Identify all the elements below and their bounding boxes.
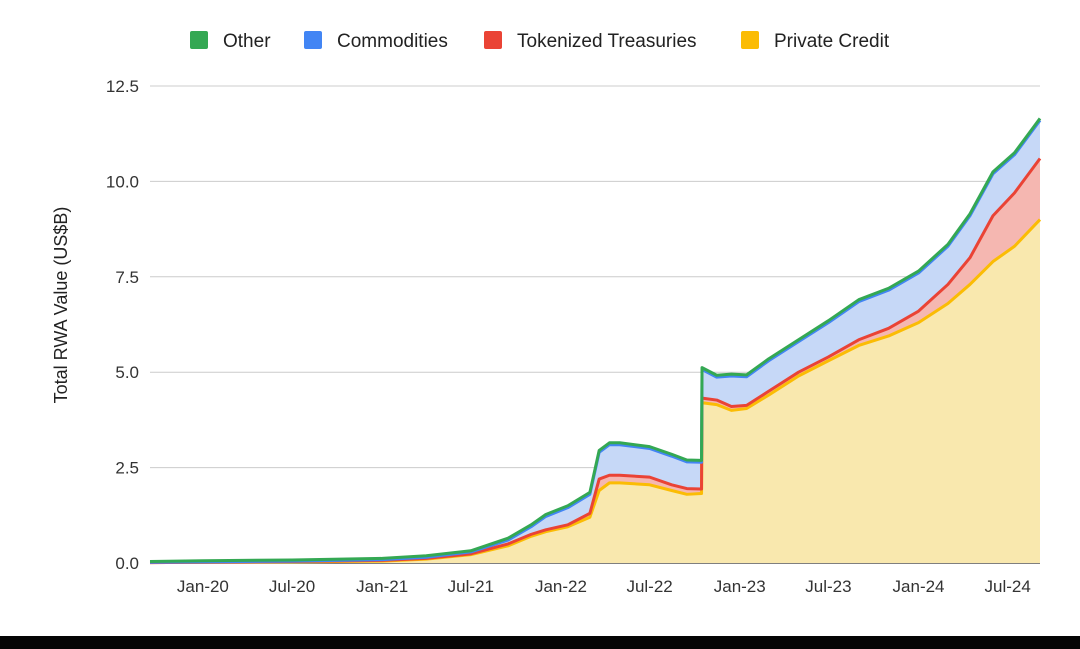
line-other (149, 117, 1042, 563)
watermark-text: @ Jason_Grace (904, 614, 1061, 639)
legend-label-tokenized-treasuries: Tokenized Treasuries (517, 31, 697, 52)
y-axis-title: Total RWA Value (US$B) (51, 207, 71, 404)
bottom-bar (0, 636, 1080, 649)
x-tick-label: Jan-23 (714, 577, 766, 596)
x-tick-label: Jan-20 (177, 577, 229, 596)
y-tick-label: 10.0 (106, 172, 139, 191)
legend-swatch-private-credit (741, 31, 759, 49)
x-tick-label: Jul-21 (448, 577, 494, 596)
y-tick-label: 2.5 (115, 459, 139, 478)
x-tick-label: Jul-23 (805, 577, 851, 596)
legend-swatch-commodities (304, 31, 322, 49)
x-tick-label: Jan-21 (356, 577, 408, 596)
y-tick-label: 7.5 (115, 268, 139, 287)
y-tick-label: 0.0 (115, 554, 139, 573)
legend-label-private-credit: Private Credit (774, 31, 890, 52)
legend-swatch-other (190, 31, 208, 49)
x-tick-label: Jul-20 (269, 577, 315, 596)
x-tick-label: Jul-24 (985, 577, 1031, 596)
legend-label-commodities: Commodities (337, 31, 448, 52)
x-tick-label: Jan-24 (893, 577, 945, 596)
x-tick-label: Jan-22 (535, 577, 587, 596)
area-private-credit (150, 219, 1040, 563)
y-tick-label: 5.0 (115, 363, 139, 382)
x-tick-label: Jul-22 (626, 577, 672, 596)
legend-swatch-tokenized-treasuries (484, 31, 502, 49)
legend-label-other: Other (223, 31, 271, 52)
series-lines (149, 117, 1042, 565)
line-tokenized-treasuries (149, 157, 1042, 565)
watermark-logo-icon (877, 613, 901, 637)
legend: Other Commodities Tokenized Treasuries Priv… (190, 31, 890, 52)
y-tick-label: 12.5 (106, 77, 139, 96)
axes: 0.0 2.5 5.0 7.5 10.0 12.5 Jan-20 Jul-20 Jan-21 Ju… (106, 77, 1031, 596)
watermark: @ Jason_Grace (877, 613, 1061, 639)
